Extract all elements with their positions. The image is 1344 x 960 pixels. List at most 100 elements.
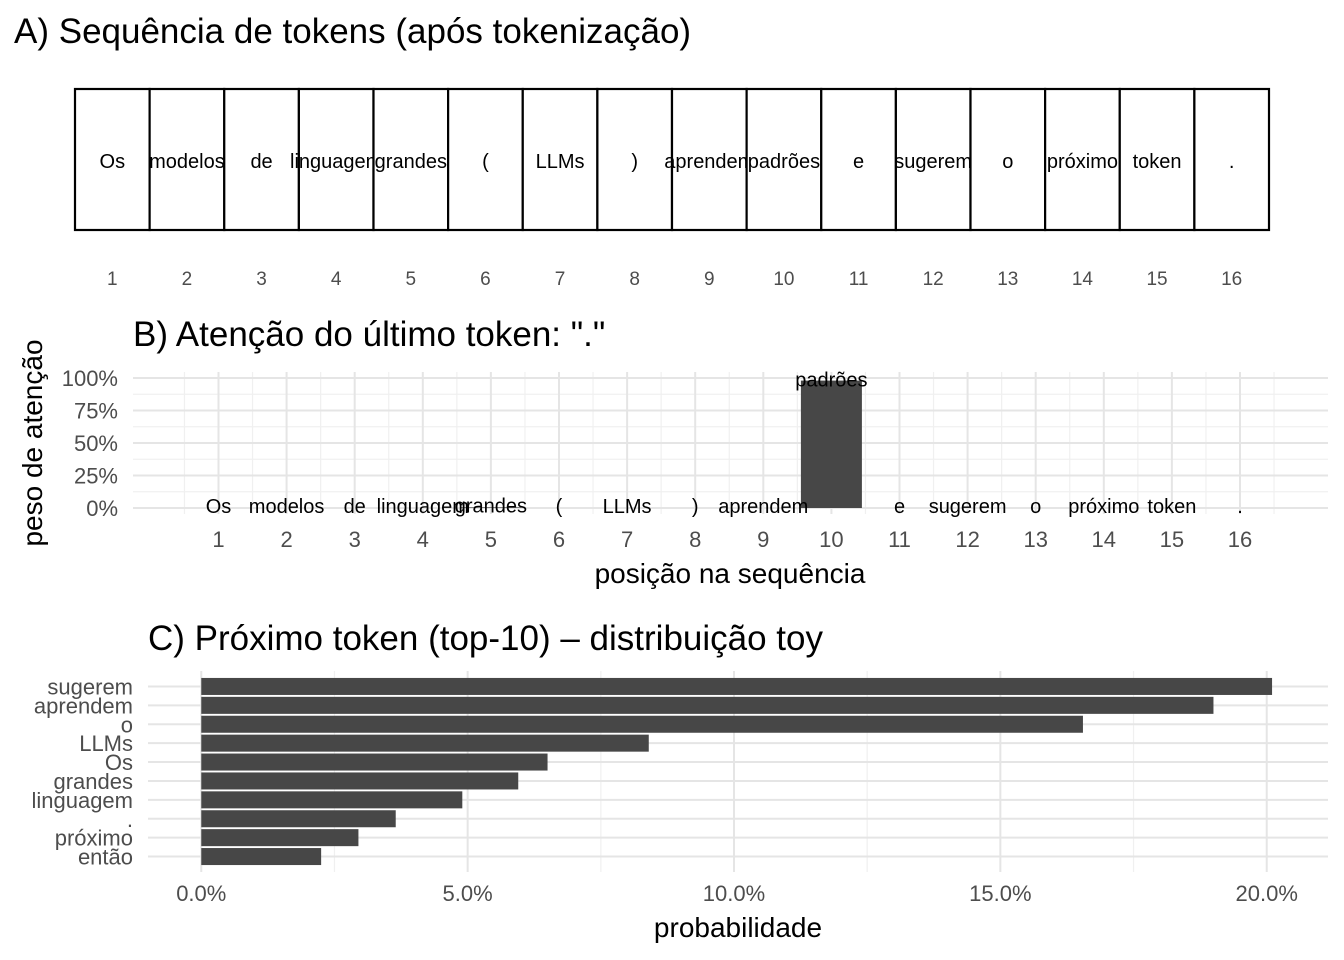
token-box	[1044, 87, 1121, 232]
probability-bar	[201, 791, 463, 809]
y-tick-label: 100%	[62, 366, 118, 391]
token-label: .	[1229, 151, 1235, 173]
token-box	[969, 87, 1047, 232]
token-position: 4	[331, 269, 342, 290]
y-tick-label: próximo	[55, 826, 133, 851]
token-label: padrões	[748, 151, 820, 173]
attention-bar-label: e	[894, 496, 905, 518]
attention-bar-label: de	[344, 496, 366, 518]
panel-c-y-ticks: sugeremaprendemoLLMsOsgrandeslinguagem.p…	[31, 674, 133, 869]
token-box	[596, 87, 674, 232]
x-tick-label: 5.0%	[443, 881, 493, 906]
token-label: próximo	[1047, 151, 1118, 173]
x-tick-label: 10.0%	[703, 881, 765, 906]
probability-bar	[201, 696, 1214, 714]
y-tick-label: linguagem	[31, 788, 133, 813]
panel-b-x-ticks: 1 2 3 4 5 6 7 8 9 10 11 12 13 14 15 16	[212, 527, 1252, 552]
panel-b-title: B) Atenção do último token: "."	[133, 315, 605, 354]
probability-bar	[201, 810, 396, 828]
attention-bar-label: linguagem	[377, 496, 469, 518]
y-tick-label: LLMs	[79, 731, 133, 756]
x-tick-label: 9	[757, 527, 769, 552]
token-box	[372, 87, 450, 232]
token-position: 13	[997, 269, 1018, 290]
panel-c-x-ticks: 0.0% 5.0% 10.0% 15.0% 20.0%	[176, 881, 1298, 906]
panel-b-y-ticks: 0% 25% 50% 75% 100%	[62, 366, 118, 521]
panel-b-y-axis-title: peso de atenção	[17, 339, 48, 546]
y-tick-label: .	[127, 807, 133, 832]
y-tick-label: 50%	[74, 431, 118, 456]
token-position: 12	[923, 269, 944, 290]
attention-bar-label: .	[1237, 496, 1243, 518]
panel-b-bars	[460, 380, 862, 508]
attention-bar-label: (	[556, 496, 563, 518]
panel-b-x-axis-title: posição na sequência	[595, 558, 866, 589]
token-label: linguagem	[290, 151, 382, 173]
x-tick-label: 4	[417, 527, 429, 552]
panel-a: A) Sequência de tokens (após tokenização…	[14, 12, 1271, 290]
y-tick-label: o	[121, 712, 133, 737]
attention-bar-label: token	[1147, 496, 1196, 518]
token-position: 8	[629, 269, 640, 290]
token-label: sugerem	[894, 151, 972, 173]
y-tick-label: então	[78, 845, 133, 870]
token-position: 15	[1146, 269, 1167, 290]
attention-bar	[800, 380, 862, 508]
probability-bar	[201, 753, 548, 771]
x-tick-label: 7	[621, 527, 633, 552]
token-position: 11	[849, 269, 869, 290]
token-label: e	[853, 151, 864, 173]
token-label: grandes	[375, 151, 447, 173]
x-tick-label: 8	[689, 527, 701, 552]
token-box	[223, 87, 300, 232]
attention-bar-label: padrões	[795, 370, 867, 392]
probability-bar	[201, 848, 322, 866]
x-tick-label: 15	[1160, 527, 1184, 552]
token-label: modelos	[149, 151, 225, 173]
x-tick-label: 15.0%	[969, 881, 1031, 906]
x-tick-label: 5	[485, 527, 497, 552]
probability-bar	[201, 715, 1083, 733]
token-label: LLMs	[536, 151, 585, 173]
token-position: 9	[704, 269, 715, 290]
token-box	[894, 87, 972, 232]
x-tick-label: 16	[1228, 527, 1252, 552]
attention-bar	[460, 507, 522, 508]
token-box	[1193, 87, 1271, 232]
panel-c: sugeremaprendemoLLMsOsgrandeslinguagem.p…	[31, 619, 1328, 943]
x-tick-label: 12	[955, 527, 979, 552]
panel-b-grid	[133, 372, 1328, 514]
probability-bar	[201, 829, 359, 847]
y-tick-label: grandes	[53, 769, 133, 794]
panel-c-x-axis-title: probabilidade	[654, 912, 822, 943]
token-box	[670, 87, 748, 232]
attention-bar-label: grandes	[455, 495, 527, 517]
x-tick-label: 20.0%	[1236, 881, 1298, 906]
token-position: 14	[1072, 269, 1094, 290]
panel-c-title: C) Próximo token (top-10) – distribuição…	[148, 619, 823, 658]
attention-bar-label: sugerem	[929, 496, 1007, 518]
attention-bar-label: próximo	[1068, 496, 1139, 518]
x-tick-label: 11	[888, 527, 911, 552]
x-tick-label: 6	[553, 527, 565, 552]
token-box	[73, 87, 151, 232]
x-tick-label: 2	[280, 527, 292, 552]
token-position: 5	[406, 269, 417, 290]
probability-bar	[201, 734, 649, 752]
attention-bar-label: Os	[206, 496, 232, 518]
token-label: token	[1133, 151, 1182, 173]
token-box	[148, 87, 226, 232]
token-label: de	[250, 151, 272, 173]
token-position-labels: 1 2 3 4 5 6 7 8 9 10 11 12 13 14 15 16	[107, 269, 1242, 290]
probability-bar	[201, 772, 519, 790]
token-label: )	[631, 151, 638, 173]
attention-bar-label: o	[1030, 496, 1041, 518]
y-tick-label: sugerem	[47, 674, 133, 699]
attention-bar-label: modelos	[249, 496, 325, 518]
token-position: 1	[107, 269, 118, 290]
attention-bar-label: aprendem	[718, 496, 808, 518]
